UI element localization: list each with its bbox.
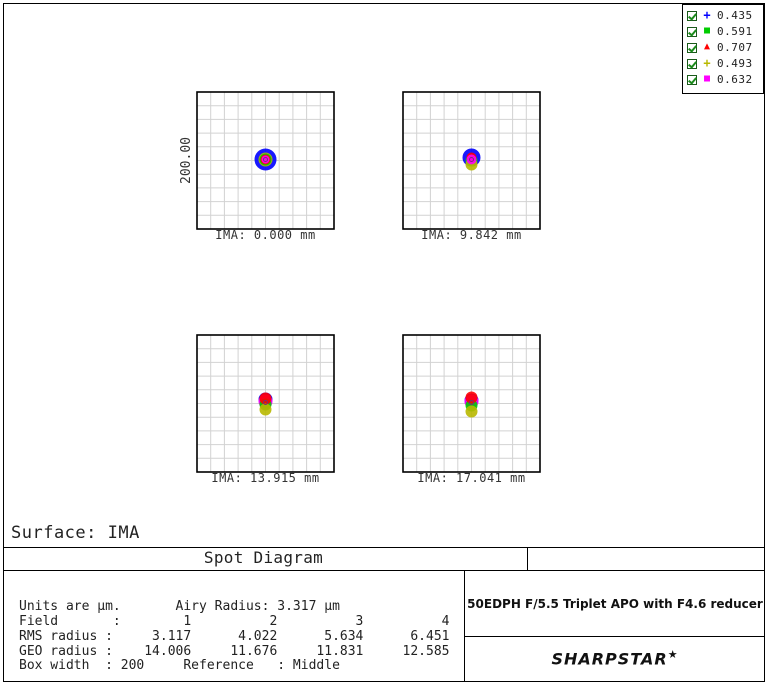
legend-checkbox-4[interactable] — [687, 59, 697, 69]
spot-panel-4: IMA: 17.041 mm — [402, 334, 541, 485]
chief-ray-marker — [263, 400, 268, 405]
square-marker-icon: ■ — [703, 25, 711, 36]
chief-ray-marker — [263, 157, 268, 162]
field-label: IMA: 0.000 mm — [215, 228, 315, 242]
legend-item-wl-2[interactable]: ■ 0.591 — [687, 25, 763, 41]
chart-title: Spot Diagram — [203, 548, 324, 567]
spot-box — [196, 91, 335, 230]
spot-wl-4 — [465, 405, 478, 418]
info-rms-radius: RMS radius : 3.117 4.022 5.634 6.451 — [19, 629, 450, 644]
info-units-airy: Units are µm. Airy Radius: 3.317 µm — [19, 599, 340, 614]
legend-checkbox-2[interactable] — [687, 27, 697, 37]
legend-wavelength: 0.435 — [717, 9, 753, 22]
spot-wl-5 — [466, 154, 477, 165]
legend-wavelength: 0.707 — [717, 41, 753, 54]
star-icon: ★ — [667, 648, 679, 661]
legend-wavelength: 0.591 — [717, 25, 753, 38]
field-label: IMA: 13.915 mm — [211, 471, 319, 485]
plus-marker-icon: + — [703, 56, 711, 70]
diagram-frame — [3, 3, 765, 682]
legend-wavelength: 0.493 — [717, 57, 753, 70]
info-geo-radius: GEO radius : 14.006 11.676 11.831 12.585 — [19, 644, 450, 659]
spot-box — [402, 334, 541, 473]
divider-line — [464, 636, 765, 637]
legend-item-wl-4[interactable]: + 0.493 — [687, 56, 763, 73]
scale-bar-label: 200.00 — [179, 137, 194, 184]
chief-ray-marker — [469, 157, 474, 162]
field-label: IMA: 9.842 mm — [421, 228, 521, 242]
triangle-marker-icon: ▲ — [703, 41, 711, 52]
legend-checkbox-3[interactable] — [687, 43, 697, 53]
info-box-width: Box width : 200 Reference : Middle — [19, 658, 340, 673]
spot-box — [402, 91, 541, 230]
chief-ray-marker — [469, 400, 474, 405]
info-field: Field : 1 2 3 4 — [19, 614, 450, 629]
legend-wavelength: 0.632 — [717, 73, 753, 86]
lens-title: 50EDPH F/5.5 Triplet APO with F4.6 reduc… — [467, 597, 763, 611]
brand-logo: SHARPSTAR★ — [465, 648, 765, 668]
divider-line — [527, 547, 528, 570]
spot-wl-5 — [261, 155, 270, 164]
square-marker-icon: ■ — [703, 73, 711, 84]
spot-wl-3 — [259, 392, 272, 405]
spot-box — [196, 334, 335, 473]
spot-panel-2: IMA: 9.842 mm — [402, 91, 541, 242]
brand-name: SHARPSTAR — [551, 649, 668, 669]
divider-line — [3, 570, 765, 571]
spot-panel-3: IMA: 13.915 mm — [196, 334, 335, 485]
plus-marker-icon: + — [703, 8, 711, 22]
legend-item-wl-3[interactable]: ▲ 0.707 — [687, 41, 763, 57]
divider-line — [3, 547, 765, 548]
legend-item-wl-5[interactable]: ■ 0.632 — [687, 73, 763, 89]
surface-label: Surface: IMA — [11, 523, 140, 543]
divider-line — [464, 570, 465, 682]
legend-checkbox-1[interactable] — [687, 11, 697, 21]
spot-panel-1: IMA: 0.000 mm — [196, 91, 335, 242]
legend-checkbox-5[interactable] — [687, 75, 697, 85]
wavelength-legend: + 0.435 ■ 0.591 ▲ 0.707 + 0.493 ■ 0.632 — [682, 4, 764, 94]
spot-wl-4 — [259, 403, 272, 416]
spot-wl-3 — [465, 391, 478, 404]
field-label: IMA: 17.041 mm — [417, 471, 525, 485]
legend-item-wl-1[interactable]: + 0.435 — [687, 8, 763, 25]
